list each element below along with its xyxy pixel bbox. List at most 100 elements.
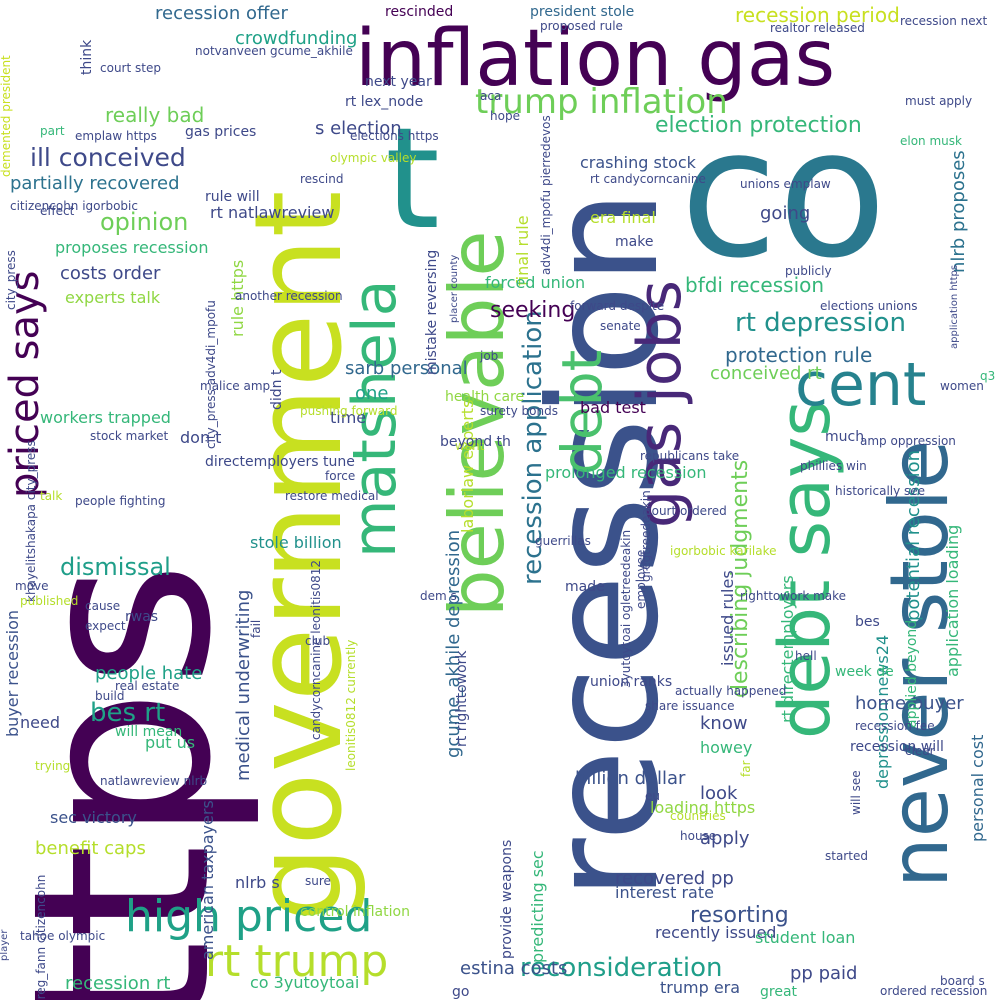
cloud-word: much bbox=[825, 429, 865, 445]
cloud-word: apply bbox=[700, 828, 750, 849]
cloud-word: put us bbox=[145, 733, 196, 752]
cloud-word: t bbox=[385, 98, 440, 261]
cloud-word: nlrb proposes bbox=[948, 150, 969, 273]
cloud-word: force bbox=[325, 469, 356, 483]
cloud-word: seeking bbox=[490, 298, 576, 323]
cloud-word: employee bbox=[634, 549, 648, 609]
cloud-word: trying bbox=[35, 759, 71, 773]
cloud-word: rescind bbox=[300, 172, 344, 186]
cloud-word: hope bbox=[490, 109, 520, 123]
cloud-word: forward despite bbox=[570, 299, 665, 313]
cloud-word: far bbox=[739, 760, 753, 777]
cloud-word: great bbox=[760, 984, 798, 1000]
cloud-word: another recession bbox=[235, 289, 343, 303]
cloud-word: realtor released bbox=[770, 21, 865, 35]
cloud-word: cent bbox=[795, 350, 927, 420]
cloud-word: next year bbox=[365, 74, 432, 90]
cloud-word: bes rt bbox=[90, 698, 166, 728]
cloud-word: american taxpayers bbox=[198, 800, 217, 960]
cloud-word: job bbox=[480, 349, 499, 363]
cloud-word: going bbox=[760, 203, 811, 224]
cloud-word: khayelitshakapa city_press bbox=[24, 440, 38, 602]
cloud-word: citizencohn igorbobic bbox=[10, 199, 138, 213]
cloud-word: tahoe olympic bbox=[20, 929, 106, 943]
cloud-word: talk bbox=[40, 489, 63, 503]
cloud-word: costs order bbox=[60, 263, 161, 284]
cloud-word: court ordered bbox=[645, 504, 727, 518]
cloud-word: clear bbox=[905, 744, 935, 758]
cloud-word: igorbobic karilake bbox=[670, 544, 777, 558]
cloud-word: q3 bbox=[980, 369, 996, 383]
cloud-word: s election bbox=[315, 118, 402, 139]
cloud-word: howey bbox=[700, 738, 753, 757]
cloud-word: player bbox=[0, 929, 10, 961]
cloud-word: sec victory bbox=[50, 808, 137, 827]
cloud-word: historically see bbox=[835, 484, 926, 498]
cloud-word: move bbox=[15, 579, 49, 593]
cloud-word: club bbox=[305, 634, 331, 648]
cloud-word: interest rate bbox=[615, 883, 714, 902]
cloud-word: want bbox=[455, 439, 485, 453]
cloud-word: part bbox=[40, 124, 65, 138]
cloud-word: experts talk bbox=[65, 288, 161, 307]
cloud-word: co 3yutoytoai bbox=[250, 973, 360, 992]
cloud-word: phillies win bbox=[800, 459, 867, 473]
cloud-word: beyond th bbox=[440, 434, 511, 450]
cloud-word: emplaw https bbox=[75, 129, 157, 143]
cloud-word: health care bbox=[445, 389, 525, 405]
cloud-word: trump era bbox=[660, 978, 741, 997]
cloud-word: malice amp bbox=[200, 379, 271, 393]
cloud-word: control inflation bbox=[300, 904, 410, 920]
cloud-word: elections unions bbox=[820, 299, 918, 313]
cloud-word: recovered pp bbox=[615, 868, 734, 889]
cloud-word: hell bbox=[795, 649, 817, 663]
cloud-word: crowdfunding bbox=[235, 28, 358, 49]
cloud-word: cause bbox=[85, 599, 121, 613]
cloud-word: time bbox=[330, 408, 367, 427]
cloud-word: published bbox=[20, 594, 79, 608]
cloud-word: protection rule bbox=[725, 343, 873, 367]
cloud-word: home buyer bbox=[855, 693, 964, 714]
cloud-word: partially recovered bbox=[10, 173, 180, 194]
cloud-word: aca bbox=[480, 89, 502, 103]
cloud-word: rt natlawreview bbox=[210, 203, 335, 222]
cloud-word: women bbox=[940, 379, 984, 393]
cloud-word: estina costs bbox=[460, 958, 568, 979]
cloud-word: sarb personal bbox=[345, 358, 468, 379]
cloud-word: rt depression bbox=[735, 308, 906, 338]
cloud-word: guerrillas bbox=[535, 534, 591, 548]
cloud-word: placer county bbox=[449, 254, 460, 323]
cloud-word: leonitis0812 currently bbox=[344, 639, 358, 771]
cloud-word: demented president bbox=[0, 55, 13, 177]
cloud-word: ill conceived bbox=[30, 143, 186, 172]
cloud-word: candycorncanine leonitis0812 bbox=[309, 559, 323, 740]
cloud-word: pushing forward bbox=[300, 404, 398, 418]
cloud-word: loading https bbox=[650, 798, 756, 817]
cloud-word: republicans take bbox=[640, 449, 740, 463]
cloud-word: one bbox=[355, 383, 389, 404]
cloud-word: week de bbox=[835, 664, 894, 680]
cloud-word: know bbox=[700, 713, 748, 734]
cloud-word: bfdi recession bbox=[685, 273, 825, 297]
cloud-word: ordered recession bbox=[880, 984, 988, 998]
cloud-word: olympic valley bbox=[330, 151, 417, 165]
cloud-word: really bad bbox=[105, 103, 205, 127]
cloud-word: need bbox=[20, 713, 60, 732]
cloud-word: city_press adv4di_mpofu bbox=[204, 300, 218, 449]
cloud-word: unions emplaw bbox=[740, 177, 831, 191]
cloud-word: forced union bbox=[485, 273, 586, 292]
cloud-word: bes bbox=[855, 614, 880, 630]
cloud-word: issued rules bbox=[718, 570, 737, 666]
cloud-word: adv4di_mpofu pierredevos bbox=[539, 115, 553, 275]
cloud-word: 3yutoytoai ogletreedeakin bbox=[619, 529, 633, 688]
cloud-word: election protection bbox=[655, 113, 862, 138]
cloud-word: real estate bbox=[115, 679, 180, 693]
cloud-word: people hate bbox=[95, 663, 203, 684]
cloud-word: president stole bbox=[530, 4, 635, 20]
cloud-word: proposed rule bbox=[540, 19, 623, 33]
cloud-word: era final bbox=[590, 208, 656, 227]
cloud-word: mistake reversing bbox=[424, 249, 440, 375]
cloud-word: application loading bbox=[943, 524, 962, 677]
cloud-word: recently issued bbox=[655, 923, 777, 942]
